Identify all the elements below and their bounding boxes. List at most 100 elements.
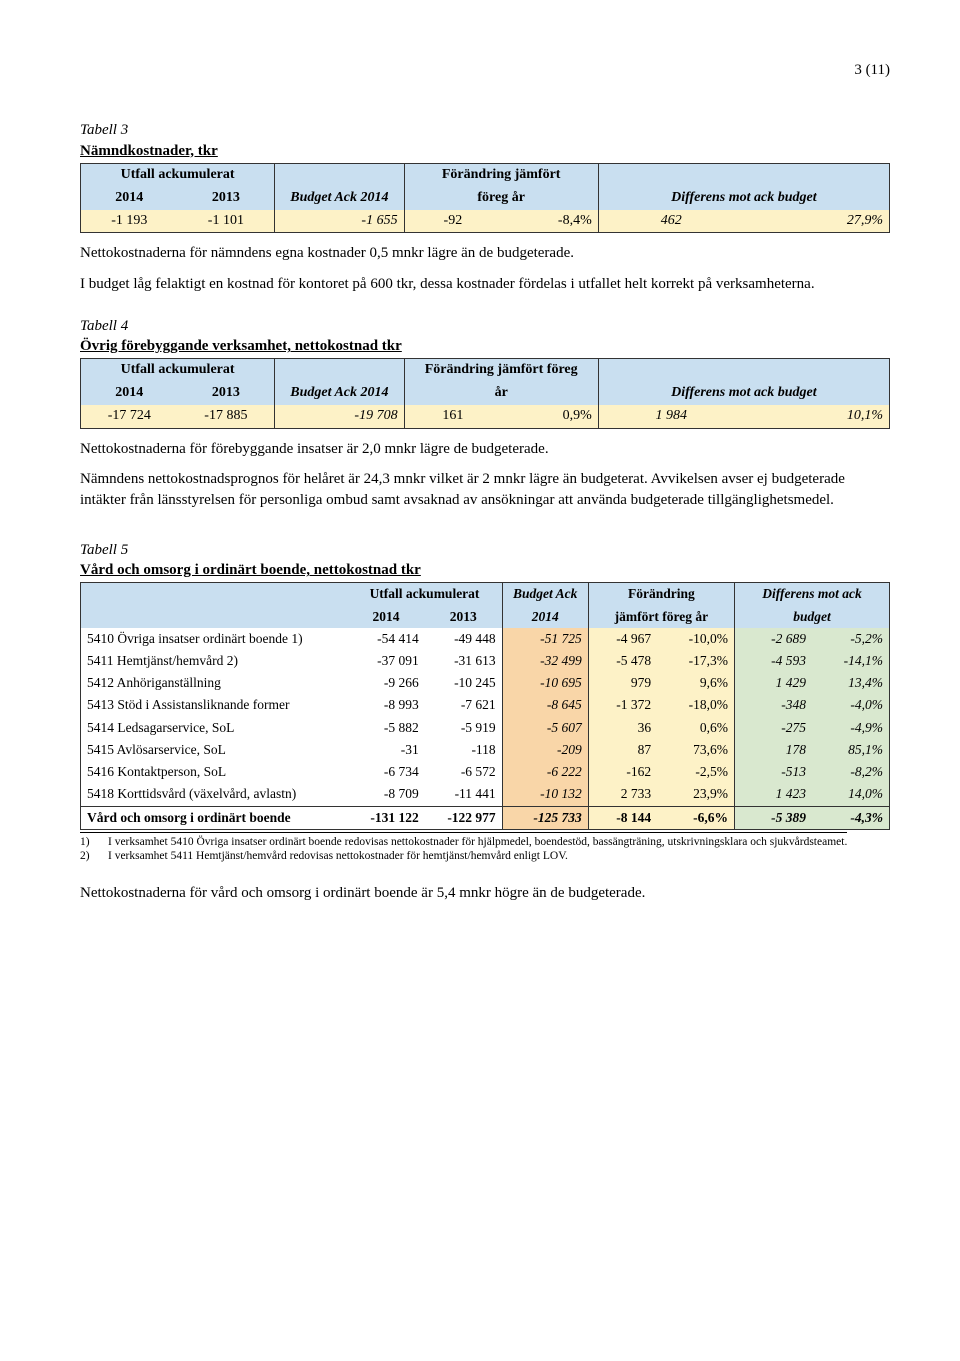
row-fp: -10,0% [657, 628, 734, 650]
t5-h-bud-bot: 2014 [502, 606, 588, 628]
row-fa: -4 967 [588, 628, 657, 650]
t5-h-utfall: Utfall ackumulerat [347, 583, 502, 606]
tabell5-footnotes: 1) I verksamhet 5410 Övriga insatser ord… [80, 832, 847, 864]
row-label: 5411 Hemtjänst/hemvård 2) [81, 650, 348, 672]
t3-fa: -92 [404, 210, 501, 233]
row-fa: 87 [588, 739, 657, 761]
p-after-t4-2: Nämndens nettokostnadsprognos för helåre… [80, 469, 890, 510]
tabell4-label: Tabell 4 [80, 316, 890, 336]
total-label: Vård och omsorg i ordinärt boende [81, 806, 348, 829]
t4-dp: 10,1% [744, 405, 890, 428]
row-label: 5410 Övriga insatser ordinärt boende 1) [81, 628, 348, 650]
row-u13: -118 [425, 739, 502, 761]
row-bud: -209 [502, 739, 588, 761]
row-u14: -9 266 [347, 672, 424, 694]
row-bud: -10 695 [502, 672, 588, 694]
table-row: 5410 Övriga insatser ordinärt boende 1) -… [81, 628, 890, 650]
row-da: -4 593 [735, 650, 812, 672]
row-u13: -11 441 [425, 783, 502, 806]
t3-h-utfall: Utfall ackumulerat [81, 163, 275, 186]
row-fp: 23,9% [657, 783, 734, 806]
t3-da: 462 [598, 210, 744, 233]
tabell4-title: Övrig förebyggande verksamhet, nettokost… [80, 336, 890, 356]
row-u14: -37 091 [347, 650, 424, 672]
t5-h-bud-top: Budget Ack [502, 583, 588, 606]
row-u14: -8 709 [347, 783, 424, 806]
t3-h-2013: 2013 [178, 187, 275, 210]
row-fp: -2,5% [657, 761, 734, 783]
row-u13: -10 245 [425, 672, 502, 694]
t3-h-2014: 2014 [81, 187, 178, 210]
row-u14: -8 993 [347, 694, 424, 716]
tabell5-table: Utfall ackumulerat Budget Ack Förändring… [80, 582, 890, 829]
row-u14: -6 734 [347, 761, 424, 783]
row-da: -2 689 [735, 628, 812, 650]
t4-h-utfall: Utfall ackumulerat [81, 359, 275, 382]
row-dp: -4,9% [812, 717, 890, 739]
p-after-t4-1: Nettokostnaderna för förebyggande insats… [80, 439, 890, 459]
row-da: -513 [735, 761, 812, 783]
t3-v2014: -1 193 [81, 210, 178, 233]
table-row: 5414 Ledsagarservice, SoL-5 882-5 919-5 … [81, 717, 890, 739]
t4-budget: -19 708 [275, 405, 404, 428]
t3-h-budget: Budget Ack 2014 [275, 163, 404, 209]
row-u14: -5 882 [347, 717, 424, 739]
row-dp: -5,2% [812, 628, 890, 650]
row-dp: 85,1% [812, 739, 890, 761]
row-bud: -8 645 [502, 694, 588, 716]
t3-v2013: -1 101 [178, 210, 275, 233]
total-dp: -4,3% [812, 806, 890, 829]
tabell5-title: Vård och omsorg i ordinärt boende, netto… [80, 560, 890, 580]
row-dp: 14,0% [812, 783, 890, 806]
row-u13: -5 919 [425, 717, 502, 739]
row-u13: -31 613 [425, 650, 502, 672]
t4-da: 1 984 [598, 405, 744, 428]
row-da: -275 [735, 717, 812, 739]
table-row: 5411 Hemtjänst/hemvård 2)-37 091-31 613 -… [81, 650, 890, 672]
t4-h-for-bot: år [404, 382, 598, 405]
total-u14: -131 122 [347, 806, 424, 829]
row-dp: -8,2% [812, 761, 890, 783]
row-fa: -162 [588, 761, 657, 783]
t4-h-budget: Budget Ack 2014 [275, 359, 404, 405]
row-fa: -1 372 [588, 694, 657, 716]
row-u13: -7 621 [425, 694, 502, 716]
t5-h-diff-bot: budget [735, 606, 890, 628]
t3-fp: -8,4% [501, 210, 598, 233]
t3-dp: 27,9% [744, 210, 890, 233]
row-u13: -6 572 [425, 761, 502, 783]
row-fa: 979 [588, 672, 657, 694]
footnote1-num: 1) [80, 835, 108, 849]
total-da: -5 389 [735, 806, 812, 829]
table-total-row: Vård och omsorg i ordinärt boende-131 12… [81, 806, 890, 829]
row-label: 5413 Stöd i Assistansliknande former [81, 694, 348, 716]
row-fa: 36 [588, 717, 657, 739]
row-da: 1 429 [735, 672, 812, 694]
t4-h-diff: Differens mot ack budget [598, 359, 889, 405]
row-fp: 0,6% [657, 717, 734, 739]
t5-h-for-top: Förändring [588, 583, 734, 606]
t3-h-diff: Differens mot ack budget [598, 163, 889, 209]
row-label: 5416 Kontaktperson, SoL [81, 761, 348, 783]
row-label: 5414 Ledsagarservice, SoL [81, 717, 348, 739]
p-after-t3-1: Nettokostnaderna för nämndens egna kostn… [80, 243, 890, 263]
page-number: 3 (11) [80, 60, 890, 80]
tabell3-label: Tabell 3 [80, 120, 890, 140]
footnote2-text: I verksamhet 5411 Hemtjänst/hemvård redo… [108, 849, 568, 863]
t3-h-for-top: Förändring jämfört [404, 163, 598, 186]
row-label: 5412 Anhöriganställning [81, 672, 348, 694]
row-bud: -6 222 [502, 761, 588, 783]
tabell3-title: Nämndkostnader, tkr [80, 141, 890, 161]
t5-h-for-bot: jämfört föreg år [588, 606, 734, 628]
row-u13: -49 448 [425, 628, 502, 650]
total-fp: -6,6% [657, 806, 734, 829]
row-dp: -4,0% [812, 694, 890, 716]
row-da: 178 [735, 739, 812, 761]
t4-v2014: -17 724 [81, 405, 178, 428]
table-row: 5418 Korttidsvård (växelvård, avlastn)-8… [81, 783, 890, 806]
row-fp: -17,3% [657, 650, 734, 672]
t3-h-for-bot: föreg år [404, 187, 598, 210]
row-da: 1 423 [735, 783, 812, 806]
t4-h-2013: 2013 [178, 382, 275, 405]
footnote2-num: 2) [80, 849, 108, 863]
